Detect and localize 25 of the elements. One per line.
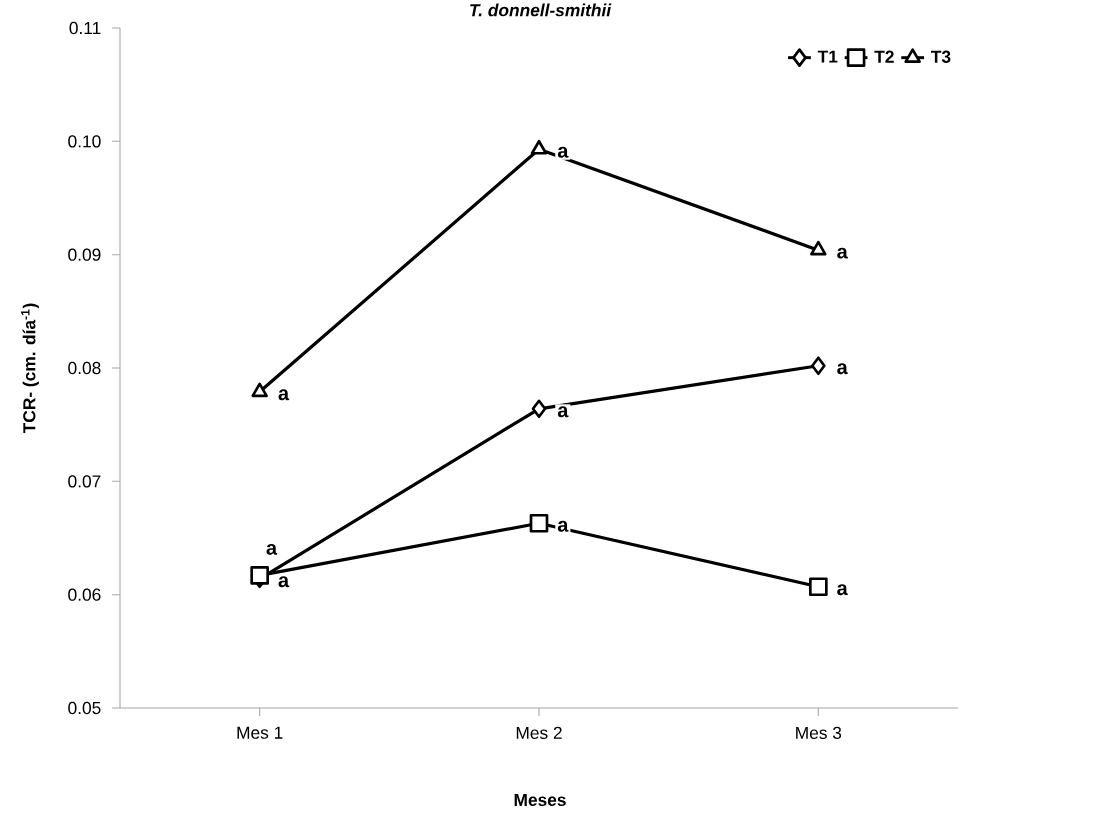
x-axis-title: Meses bbox=[514, 793, 566, 807]
y-tick-label: 0.06 bbox=[68, 588, 101, 601]
x-tick-label: Mes 3 bbox=[796, 726, 842, 739]
y-tick-label: 0.09 bbox=[68, 248, 101, 261]
annotation: a bbox=[557, 520, 569, 532]
y-tick-label: 0.08 bbox=[68, 361, 101, 375]
annotation: a bbox=[557, 146, 569, 158]
y-tick-label: 0.11 bbox=[69, 21, 101, 35]
legend-label: T1 bbox=[817, 50, 838, 63]
annotation: a bbox=[278, 576, 290, 588]
legend-label: T2 bbox=[874, 50, 894, 63]
annotation: a bbox=[278, 389, 290, 401]
chart-title: T. donnell-smithii bbox=[470, 3, 612, 17]
y-axis-title: TCR- (cm. día$^{-1}$) bbox=[21, 303, 39, 434]
annotation: a bbox=[557, 406, 569, 418]
x-tick-label: Mes 1 bbox=[237, 726, 283, 739]
annotation: a bbox=[837, 584, 848, 596]
y-tick-label: 0.05 bbox=[68, 701, 101, 715]
y-tick-label: 0.07 bbox=[68, 475, 101, 488]
legend-label: T3 bbox=[931, 50, 951, 63]
annotation: a bbox=[837, 247, 848, 259]
annotation: a bbox=[837, 363, 848, 375]
y-tick-label: 0.10 bbox=[68, 135, 101, 148]
x-tick-label: Mes 2 bbox=[516, 726, 562, 739]
annotation: a bbox=[266, 543, 278, 555]
